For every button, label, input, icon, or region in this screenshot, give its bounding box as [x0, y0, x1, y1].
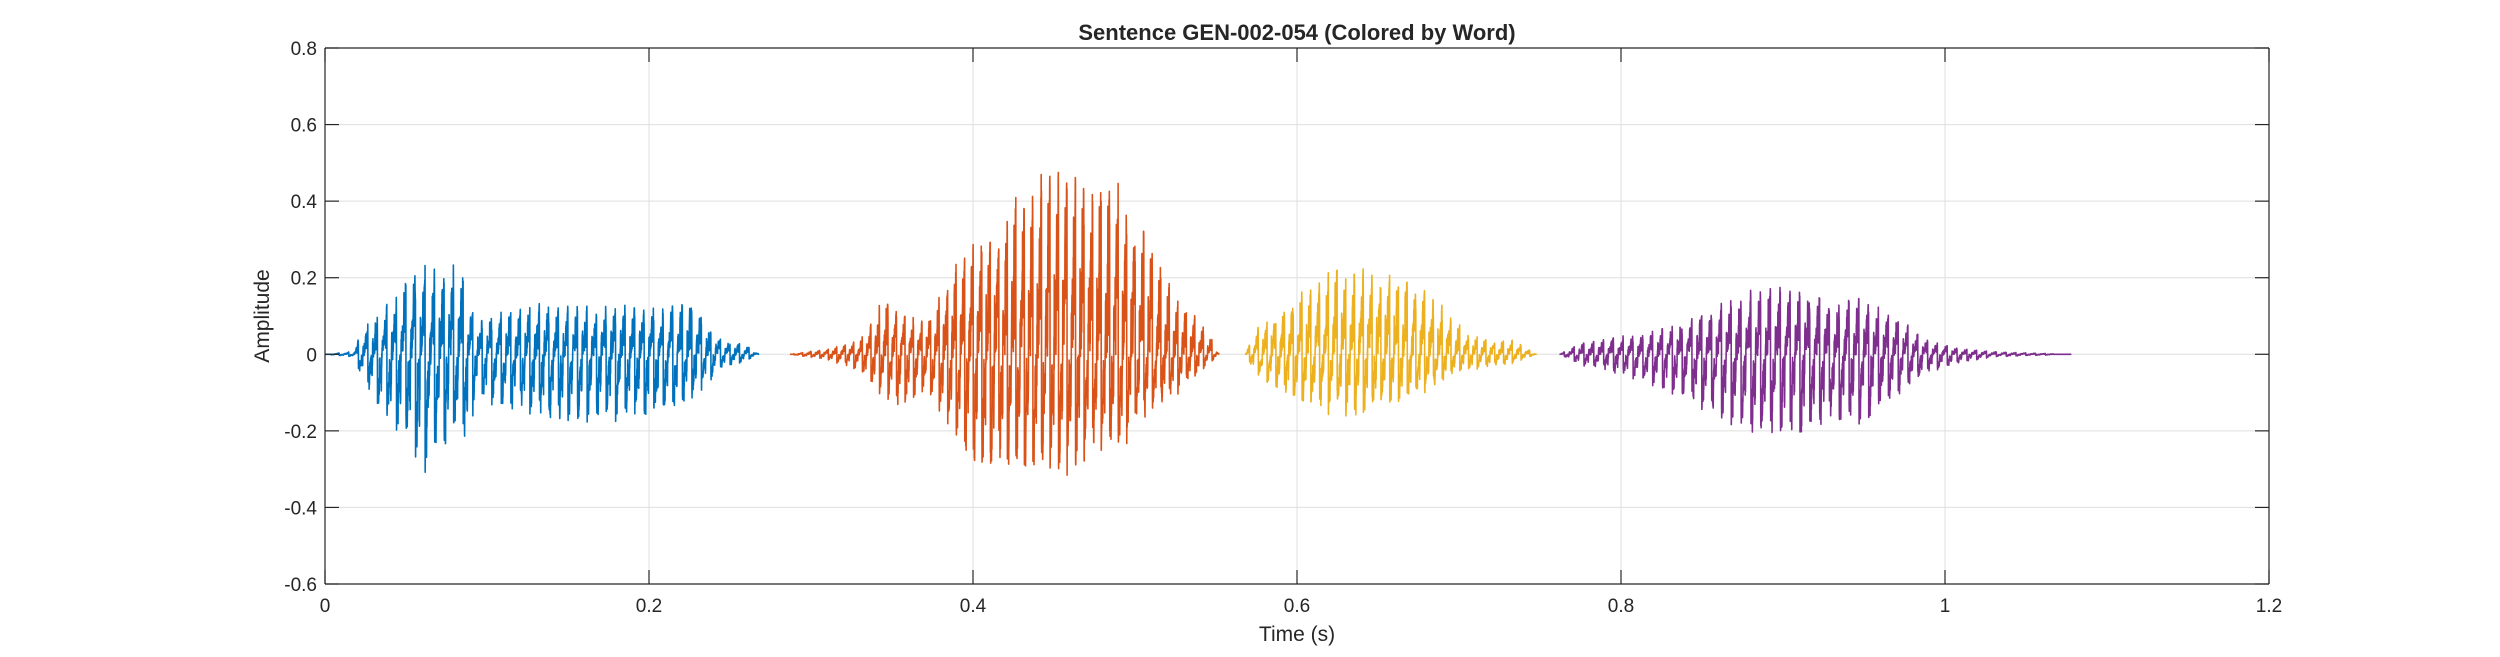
x-tick-label: 1.2: [2256, 596, 2282, 617]
y-tick-label: 0.6: [291, 116, 317, 137]
y-tick-labels: -0.6 -0.4 -0.2 0 0.2 0.4 0.6 0.8: [284, 39, 317, 596]
word-waveform-series-4: [1558, 286, 2073, 434]
x-tick-label: 1: [1940, 596, 1951, 617]
series-layer: [324, 171, 2073, 476]
x-tick-label: 0: [320, 596, 331, 617]
axes: [324, 47, 2270, 585]
x-tick-label: 0.4: [960, 596, 987, 617]
y-tick-label: 0.4: [291, 192, 318, 213]
x-tick-labels: 0 0.2 0.4 0.6 0.8 1 1.2: [320, 596, 2283, 617]
x-tick-label: 0.6: [1284, 596, 1310, 617]
x-tick-label: 0.2: [636, 596, 662, 617]
word-waveform-series-1: [324, 264, 760, 473]
word-waveform-series-3: [1244, 268, 1538, 417]
y-tick-label: -0.6: [284, 575, 317, 596]
y-tick-label: 0: [306, 345, 317, 366]
y-tick-label: -0.4: [284, 498, 317, 519]
word-waveform-series-2: [789, 171, 1220, 476]
x-axis-label: Time (s): [1259, 623, 1335, 646]
y-tick-label: 0.2: [291, 269, 317, 290]
chart-title: Sentence GEN-002-054 (Colored by Word): [1078, 20, 1515, 45]
y-tick-label: 0.8: [291, 39, 317, 60]
y-axis-label: Amplitude: [251, 269, 274, 362]
x-tick-label: 0.8: [1608, 596, 1634, 617]
y-tick-label: -0.2: [284, 422, 317, 443]
